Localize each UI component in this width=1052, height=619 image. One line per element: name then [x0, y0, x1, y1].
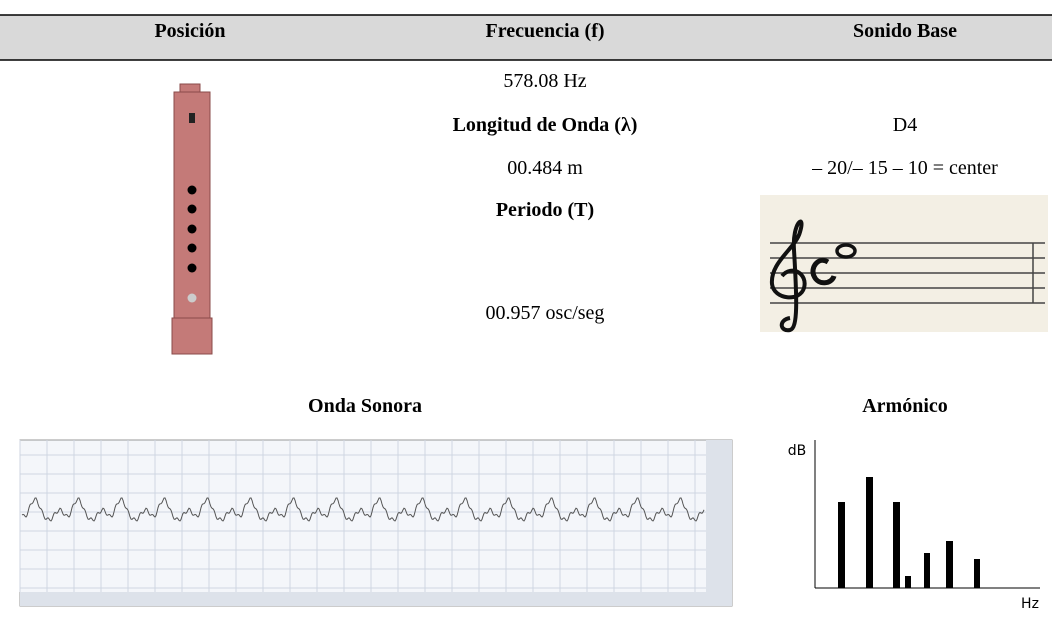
header-band	[0, 15, 1052, 60]
column-header: Posición	[154, 20, 226, 42]
note: D4	[892, 114, 918, 136]
flute	[171, 83, 213, 355]
period-value: 00.957 osc/seg	[485, 302, 605, 324]
waveform	[19, 439, 733, 607]
frequency-value: 578.08 Hz	[503, 70, 587, 92]
y-axis-label: dB	[787, 443, 807, 459]
harmonic-title: Armónico	[862, 395, 948, 417]
wavelength-label: Longitud de Onda (λ)	[452, 114, 638, 136]
x-axis-label: Hz	[1021, 596, 1039, 612]
wavelength-value: 00.484 m	[507, 157, 583, 179]
staff	[760, 195, 1048, 333]
harmonic-chart	[814, 440, 1040, 589]
wave-title: Onda Sonora	[308, 395, 422, 417]
period-label: Periodo (T)	[495, 199, 595, 221]
column-header: Frecuencia (f)	[485, 20, 605, 42]
tuning: – 20/– 15 – 10 = center	[812, 157, 998, 179]
column-header: Sonido Base	[853, 20, 957, 42]
